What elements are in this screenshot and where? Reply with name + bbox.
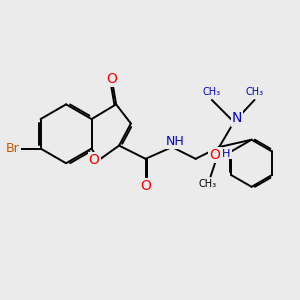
Text: NH: NH: [166, 135, 184, 148]
Text: Br: Br: [6, 142, 20, 155]
Text: CH₃: CH₃: [203, 87, 221, 97]
Text: O: O: [210, 148, 220, 162]
Text: CH₃: CH₃: [245, 87, 264, 97]
Text: O: O: [88, 153, 100, 167]
Text: CH₃: CH₃: [199, 179, 217, 189]
Text: O: O: [106, 72, 117, 86]
Text: N: N: [232, 112, 242, 125]
Text: H: H: [222, 148, 231, 158]
Text: O: O: [140, 179, 151, 193]
